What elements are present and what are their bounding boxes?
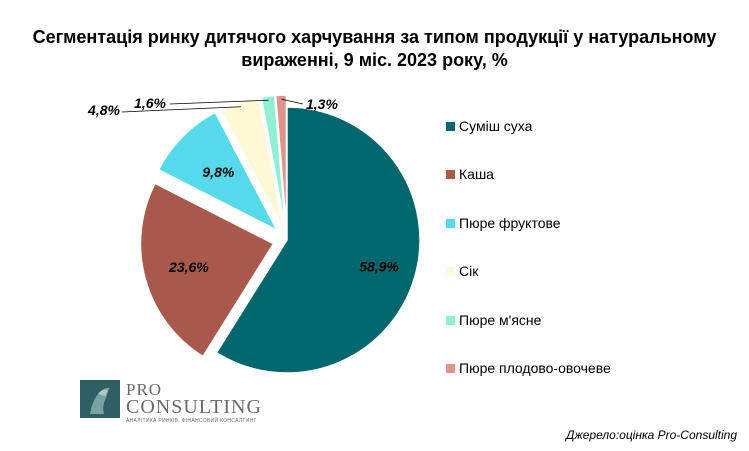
pie-slice-сік bbox=[220, 96, 284, 230]
leader-line-пюре-м-ясне bbox=[169, 99, 269, 105]
source-note: Джерело:оцінка Pro-Consulting bbox=[566, 428, 737, 442]
pro-consulting-logo: PRO CONSULTING АНАЛІТИКА РИНКІВ. ФІНАНСО… bbox=[80, 380, 280, 424]
legend-label: Пюре фруктове bbox=[459, 214, 561, 231]
legend-swatch bbox=[446, 363, 455, 373]
legend-label: Сік bbox=[459, 263, 479, 280]
pie-slice-пюре-м-ясне bbox=[260, 94, 287, 229]
leader-line-пюре-плодово-овочеве bbox=[281, 98, 304, 105]
data-label-пюре-фруктове: 9,8% bbox=[202, 164, 234, 180]
logo-text-pro: PRO bbox=[126, 380, 163, 399]
legend-item-каша: Каша bbox=[446, 166, 611, 214]
legend-label: Пюре м'ясне bbox=[459, 311, 542, 328]
legend-item-пюре-плодово-овочеве: Пюре плодово-овочеве bbox=[446, 360, 611, 408]
data-label-сік: 4,8% bbox=[87, 102, 120, 118]
legend-item-суміш-суха: Суміш суха bbox=[446, 118, 611, 166]
legend-label: Пюре плодово-овочеве bbox=[459, 359, 611, 376]
legend-label: Суміш суха bbox=[459, 118, 533, 134]
legend-swatch bbox=[446, 122, 455, 131]
data-label-суміш-суха: 58,9% bbox=[359, 258, 399, 274]
legend: Суміш суха Каша Пюре фруктове Сік Пюре м'ясн… bbox=[446, 118, 611, 408]
pie-slice-каша bbox=[139, 182, 275, 358]
data-label-пюре-плодово-овочеве: 1,3% bbox=[306, 96, 338, 112]
legend-swatch bbox=[446, 267, 455, 277]
leader-line-сік bbox=[121, 106, 241, 113]
legend-item-сік: Сік bbox=[446, 263, 611, 311]
pie-slice-пюре-фруктове bbox=[157, 111, 279, 232]
legend-item-пюре-фруктове: Пюре фруктове bbox=[446, 215, 611, 263]
pie-slice-суміш-суха bbox=[215, 106, 421, 374]
data-label-каша: 23,6% bbox=[168, 259, 209, 275]
legend-swatch bbox=[446, 170, 455, 180]
logo-text-consulting: CONSULTING bbox=[126, 396, 262, 418]
logo-horse-icon bbox=[80, 380, 120, 418]
data-label-пюре-м-ясне: 1,6% bbox=[134, 95, 166, 111]
legend-item-пюре-м-ясне: Пюре м'ясне bbox=[446, 312, 611, 360]
pie-slice-пюре-плодово-овочеве bbox=[274, 94, 288, 229]
legend-swatch bbox=[446, 218, 455, 228]
legend-swatch bbox=[446, 315, 455, 325]
legend-label: Каша bbox=[459, 166, 494, 183]
logo-tagline: АНАЛІТИКА РИНКІВ. ФІНАНСОВИЙ КОНСАЛТИНГ bbox=[126, 418, 257, 424]
chart-title: Сегментація ринку дитячого харчування за… bbox=[32, 27, 717, 70]
